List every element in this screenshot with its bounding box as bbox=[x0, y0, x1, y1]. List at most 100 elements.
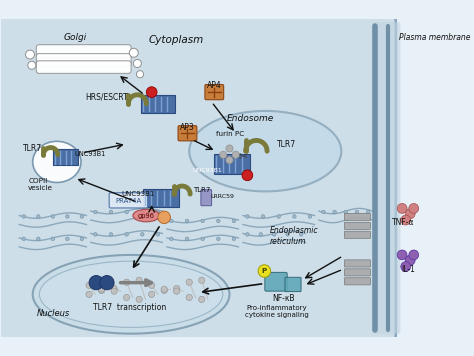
Text: IL-1: IL-1 bbox=[401, 265, 415, 274]
Circle shape bbox=[226, 157, 233, 164]
Circle shape bbox=[146, 87, 157, 98]
Circle shape bbox=[129, 48, 138, 57]
Text: P: P bbox=[262, 268, 267, 274]
Circle shape bbox=[148, 291, 155, 297]
Circle shape bbox=[173, 286, 180, 292]
Circle shape bbox=[36, 237, 40, 241]
Circle shape bbox=[226, 145, 233, 152]
Circle shape bbox=[99, 286, 105, 292]
Circle shape bbox=[232, 237, 236, 241]
FancyBboxPatch shape bbox=[372, 22, 401, 334]
Circle shape bbox=[109, 210, 113, 214]
Circle shape bbox=[89, 276, 103, 290]
FancyBboxPatch shape bbox=[345, 213, 370, 220]
FancyBboxPatch shape bbox=[345, 278, 370, 285]
Circle shape bbox=[26, 50, 35, 59]
Circle shape bbox=[185, 219, 189, 223]
Circle shape bbox=[156, 232, 160, 236]
Circle shape bbox=[199, 277, 205, 283]
FancyBboxPatch shape bbox=[345, 269, 370, 276]
Circle shape bbox=[308, 215, 312, 218]
Text: HRS/ESCRT: HRS/ESCRT bbox=[85, 92, 128, 101]
Ellipse shape bbox=[39, 261, 223, 328]
Text: TLR7: TLR7 bbox=[193, 187, 210, 193]
Circle shape bbox=[199, 296, 205, 303]
Circle shape bbox=[397, 204, 407, 213]
Circle shape bbox=[366, 210, 370, 214]
FancyBboxPatch shape bbox=[53, 150, 78, 166]
Circle shape bbox=[111, 288, 117, 294]
FancyBboxPatch shape bbox=[178, 126, 197, 141]
Circle shape bbox=[93, 210, 97, 214]
Text: Endoplasmic
reticulum: Endoplasmic reticulum bbox=[270, 226, 319, 246]
FancyBboxPatch shape bbox=[345, 260, 370, 267]
Circle shape bbox=[405, 209, 415, 219]
Circle shape bbox=[246, 232, 249, 236]
Text: TLR7  transcription: TLR7 transcription bbox=[92, 303, 166, 312]
Text: AP4: AP4 bbox=[207, 82, 222, 90]
Circle shape bbox=[158, 211, 171, 224]
Circle shape bbox=[156, 210, 160, 214]
Circle shape bbox=[22, 215, 26, 218]
Circle shape bbox=[51, 215, 55, 218]
FancyBboxPatch shape bbox=[143, 189, 179, 206]
Circle shape bbox=[259, 232, 263, 236]
Ellipse shape bbox=[133, 209, 160, 222]
Text: COPII
vesicle: COPII vesicle bbox=[28, 178, 53, 191]
Circle shape bbox=[80, 215, 84, 218]
FancyBboxPatch shape bbox=[205, 84, 224, 100]
Circle shape bbox=[246, 215, 249, 218]
Circle shape bbox=[170, 237, 173, 241]
Circle shape bbox=[51, 237, 55, 241]
Circle shape bbox=[186, 279, 192, 285]
FancyBboxPatch shape bbox=[36, 61, 131, 73]
Circle shape bbox=[100, 276, 114, 290]
Circle shape bbox=[232, 151, 239, 158]
FancyBboxPatch shape bbox=[141, 95, 175, 113]
FancyBboxPatch shape bbox=[36, 54, 131, 66]
Circle shape bbox=[201, 219, 204, 223]
Circle shape bbox=[140, 232, 144, 236]
Circle shape bbox=[219, 151, 227, 158]
Text: TLR7: TLR7 bbox=[277, 140, 296, 148]
Circle shape bbox=[322, 210, 325, 214]
Text: TNF-α: TNF-α bbox=[392, 218, 415, 227]
Text: NF-κB: NF-κB bbox=[272, 294, 294, 303]
Circle shape bbox=[86, 282, 92, 288]
Circle shape bbox=[401, 215, 410, 225]
Text: TLR7: TLR7 bbox=[23, 144, 42, 153]
Circle shape bbox=[261, 215, 265, 218]
Circle shape bbox=[65, 237, 69, 241]
Circle shape bbox=[124, 279, 130, 285]
Circle shape bbox=[136, 277, 142, 283]
Circle shape bbox=[186, 294, 192, 300]
Circle shape bbox=[148, 282, 155, 288]
Circle shape bbox=[185, 237, 189, 241]
FancyBboxPatch shape bbox=[214, 154, 250, 173]
Circle shape bbox=[273, 232, 276, 236]
Circle shape bbox=[93, 232, 97, 236]
Circle shape bbox=[109, 232, 113, 236]
Circle shape bbox=[409, 250, 419, 260]
Text: gp96: gp96 bbox=[138, 213, 155, 219]
FancyBboxPatch shape bbox=[345, 222, 370, 229]
Circle shape bbox=[333, 210, 337, 214]
Text: ✂: ✂ bbox=[238, 152, 247, 162]
FancyBboxPatch shape bbox=[36, 45, 131, 57]
Circle shape bbox=[217, 219, 220, 223]
Circle shape bbox=[217, 237, 220, 241]
FancyBboxPatch shape bbox=[0, 12, 396, 344]
Circle shape bbox=[292, 215, 296, 218]
FancyBboxPatch shape bbox=[201, 190, 211, 206]
Text: AP3: AP3 bbox=[180, 122, 195, 131]
Circle shape bbox=[161, 286, 167, 292]
Circle shape bbox=[65, 215, 69, 218]
Text: UNC93B1: UNC93B1 bbox=[121, 190, 155, 197]
Circle shape bbox=[36, 215, 40, 218]
Ellipse shape bbox=[33, 255, 229, 334]
Circle shape bbox=[409, 204, 419, 213]
Circle shape bbox=[405, 255, 415, 265]
Circle shape bbox=[80, 237, 84, 241]
Circle shape bbox=[137, 70, 144, 78]
Circle shape bbox=[140, 210, 144, 214]
